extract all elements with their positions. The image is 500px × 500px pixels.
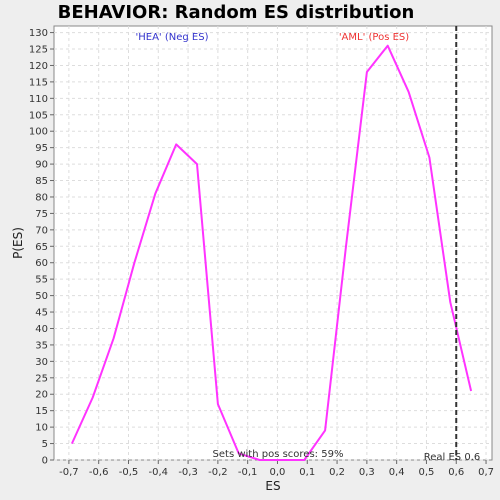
x-axis-label: ES xyxy=(265,479,280,493)
x-tick-label: 0,1 xyxy=(299,467,315,478)
x-tick-label: -0,3 xyxy=(178,467,198,478)
x-tick-label: -0,7 xyxy=(59,467,79,478)
y-axis: 0 5 10 15 20 25 30 35 40 45 50 55 60 65 70 75 80 85 90 95 10… xyxy=(29,28,54,467)
x-tick-label: 0,3 xyxy=(359,467,375,478)
y-axis-label: P(ES) xyxy=(11,227,25,259)
x-tick-label: -0,4 xyxy=(149,467,169,478)
x-tick-label: -0,1 xyxy=(238,467,258,478)
y-tick-label: 95 xyxy=(35,143,48,154)
y-tick-label: 50 xyxy=(35,291,48,302)
x-tick-label: 0,5 xyxy=(418,467,434,478)
y-tick-label: 25 xyxy=(35,373,48,384)
y-tick-label: 105 xyxy=(29,110,48,121)
y-tick-label: 100 xyxy=(29,127,48,138)
series-line xyxy=(70,44,473,461)
x-tick-label: -0,6 xyxy=(89,467,109,478)
y-tick-label: 35 xyxy=(35,340,48,351)
y-tick-label: 60 xyxy=(35,258,48,269)
y-tick-label: 55 xyxy=(35,275,48,286)
x-tick-label: 0,2 xyxy=(329,467,345,478)
y-tick-label: 70 xyxy=(35,225,48,236)
x-tick-label: 0,0 xyxy=(270,467,286,478)
y-tick-label: 90 xyxy=(35,160,48,171)
x-tick-label: 0,6 xyxy=(448,467,464,478)
series-layer xyxy=(70,44,473,461)
grid-lines xyxy=(54,26,492,461)
x-tick-label: 0,4 xyxy=(389,467,405,478)
real-es-label: Real ES 0.6 xyxy=(424,452,480,463)
y-tick-label: 20 xyxy=(35,390,48,401)
y-tick-label: 110 xyxy=(29,94,48,105)
y-tick-label: 10 xyxy=(35,423,48,434)
y-tick-label: 120 xyxy=(29,61,48,72)
y-tick-label: 75 xyxy=(35,209,48,220)
y-tick-label: 85 xyxy=(35,176,48,187)
x-tick-label: -0,5 xyxy=(119,467,139,478)
y-tick-label: 0 xyxy=(42,456,48,467)
x-axis: -0,7 -0,6 -0,5 -0,4 -0,3 -0,2 -0,1 0,0 0,1 0,2 0,3… xyxy=(59,460,494,478)
pos-scores-label: Sets with pos scores: 59% xyxy=(213,449,344,460)
chart-title: BEHAVIOR: Random ES distribution xyxy=(58,2,415,23)
y-tick-label: 15 xyxy=(35,406,48,417)
y-tick-label: 30 xyxy=(35,357,48,368)
y-tick-label: 65 xyxy=(35,242,48,253)
y-tick-label: 5 xyxy=(42,439,48,450)
x-tick-label: 0,7 xyxy=(478,467,494,478)
neg-es-label: 'HEA' (Neg ES) xyxy=(136,32,209,43)
x-tick-label: -0,2 xyxy=(208,467,228,478)
y-tick-label: 115 xyxy=(29,77,48,88)
pos-es-label: 'AML' (Pos ES) xyxy=(339,32,409,43)
y-tick-label: 45 xyxy=(35,308,48,319)
y-tick-label: 40 xyxy=(35,324,48,335)
y-tick-label: 80 xyxy=(35,192,48,203)
y-tick-label: 125 xyxy=(29,45,48,56)
y-tick-label: 130 xyxy=(29,28,48,39)
